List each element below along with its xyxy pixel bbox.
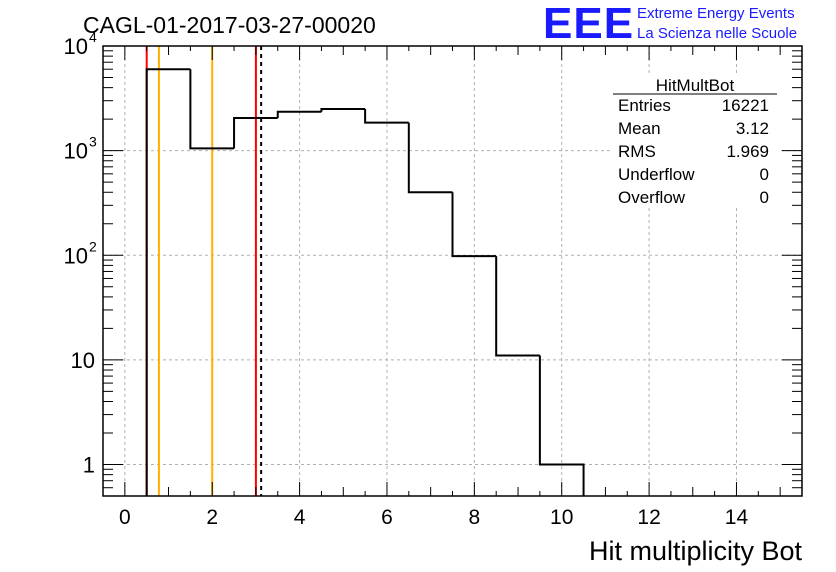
stats-label-overflow: Overflow <box>618 188 686 207</box>
x-tick-label: 12 <box>637 506 660 529</box>
stats-value-mean: 3.12 <box>736 119 769 138</box>
y-tick-label: 10 <box>64 243 88 268</box>
stats-value-overflow: 0 <box>760 188 769 207</box>
histogram-bin <box>364 108 409 124</box>
stats-title: HitMultBot <box>656 76 735 95</box>
x-tick-label: 8 <box>469 506 481 529</box>
stats-label-mean: Mean <box>618 119 661 138</box>
y-tick-label-exponent: 4 <box>89 29 97 45</box>
stats-value-rms: 1.969 <box>726 142 769 161</box>
histogram-bins <box>145 68 585 496</box>
y-tick-label: 10 <box>71 348 95 373</box>
stats-value-entries: 16221 <box>722 96 769 115</box>
histogram-bin <box>189 69 235 150</box>
x-tick-label: 2 <box>206 506 218 529</box>
histogram-bin <box>495 256 540 357</box>
stats-label-underflow: Underflow <box>618 165 695 184</box>
histogram-bin <box>407 122 453 194</box>
histogram-bin <box>276 110 322 119</box>
y-tick-label-exponent: 2 <box>89 238 97 254</box>
x-tick-label: 0 <box>119 506 131 529</box>
vertical-markers <box>145 46 263 496</box>
y-tick-label: 10 <box>64 34 88 59</box>
histogram-bin <box>233 117 278 149</box>
logo-subtitle-line2: La Scienza nelle Scuole <box>637 25 798 42</box>
y-tick-label-exponent: 3 <box>89 134 97 150</box>
x-axis-title: Hit multiplicity Bot <box>589 536 803 566</box>
histogram-bin <box>320 107 366 112</box>
histogram-bin <box>538 355 585 496</box>
histogram-bin <box>451 192 497 258</box>
stats-box: HitMultBot Entries 16221 Mean 3.12 RMS 1… <box>610 76 780 207</box>
stats-box-background <box>610 76 780 206</box>
axis-ticks <box>103 45 802 497</box>
eee-logo: EEE <box>543 0 635 48</box>
logo-subtitle-line1: Extreme Energy Events <box>637 5 795 22</box>
y-tick-label: 1 <box>83 453 95 478</box>
histogram-bin <box>145 68 191 496</box>
x-tick-label: 10 <box>550 506 573 529</box>
stats-label-rms: RMS <box>618 142 656 161</box>
x-tick-label: 6 <box>381 506 393 529</box>
x-tick-label: 14 <box>725 506 749 529</box>
run-title: CAGL-01-2017-03-27-00020 <box>83 12 376 38</box>
stats-value-underflow: 0 <box>760 165 769 184</box>
stats-label-entries: Entries <box>618 96 671 115</box>
y-tick-label: 10 <box>64 139 88 164</box>
x-tick-label: 4 <box>294 506 306 529</box>
